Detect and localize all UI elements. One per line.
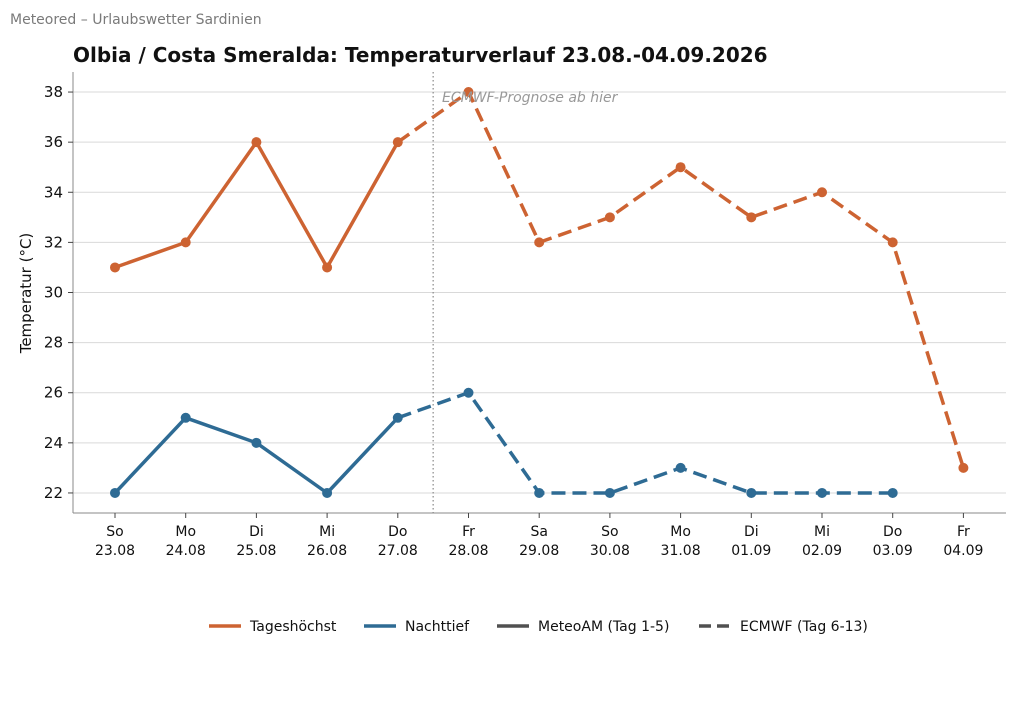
x-tick-day-0: So xyxy=(106,524,123,540)
series-1-point-10 xyxy=(817,487,827,498)
series-0-point-9 xyxy=(746,212,757,223)
y-ticks: 22 24 26 28 30 32 34 36 38 xyxy=(44,83,73,502)
chart-title: Olbia / Costa Smeralda: Temperaturverlau… xyxy=(73,43,768,67)
source-label: Meteored – Urlaubswetter Sardinien xyxy=(10,12,262,28)
legend-label-0: Tageshöchst xyxy=(249,619,337,635)
x-tick-day-7: So xyxy=(601,524,618,540)
series-1-line-forecast xyxy=(397,390,893,495)
series-points xyxy=(110,87,969,498)
y-tick-label-38: 38 xyxy=(44,83,63,101)
legend-label-2: MeteoAM (Tag 1-5) xyxy=(538,619,669,635)
x-tick-date-11: 03.09 xyxy=(873,543,913,559)
x-tick-date-3: 26.08 xyxy=(307,543,347,559)
series-1-point-6 xyxy=(534,487,545,498)
series-1-point-4 xyxy=(392,412,403,423)
y-tick-label-22: 22 xyxy=(44,484,63,502)
x-tick-date-7: 30.08 xyxy=(590,543,630,559)
forecast-annotation: ECMWF-Prognose ab hier xyxy=(442,90,619,106)
series-0-point-6 xyxy=(534,237,545,248)
series-0-point-5 xyxy=(463,87,474,98)
series-0-point-11 xyxy=(887,237,898,248)
x-tick-date-1: 24.08 xyxy=(166,543,206,559)
series-0-point-0 xyxy=(110,262,120,273)
series-0-point-10 xyxy=(817,187,827,198)
series-1-point-8 xyxy=(675,462,686,473)
x-tick-day-2: Di xyxy=(249,524,264,540)
legend: Tageshöchst Nachttief MeteoAM (Tag 1-5) ECM… xyxy=(209,619,868,635)
x-tick-day-9: Di xyxy=(744,524,759,540)
series-1-point-0 xyxy=(110,487,120,498)
x-tick-date-2: 25.08 xyxy=(236,543,276,559)
series-1-point-11 xyxy=(887,487,898,498)
x-tick-day-1: Mo xyxy=(175,524,196,540)
x-tick-day-3: Mi xyxy=(319,524,335,540)
series-1-point-7 xyxy=(604,487,615,498)
x-tick-date-5: 28.08 xyxy=(448,543,488,559)
series-0-point-3 xyxy=(322,262,333,273)
x-ticks: So 23.08 Mo 24.08 Di 25.08 Mi 26.08 Do 27.08 Fr 28.… xyxy=(95,513,983,559)
series-0-point-2 xyxy=(251,137,262,148)
y-tick-label-24: 24 xyxy=(44,434,63,452)
x-tick-day-11: Do xyxy=(883,524,902,540)
x-tick-day-10: Mi xyxy=(814,524,830,540)
y-tick-label-28: 28 xyxy=(44,334,63,352)
series-0-point-7 xyxy=(604,212,615,223)
x-tick-date-4: 27.08 xyxy=(378,543,418,559)
series-1-line-measured xyxy=(113,416,400,495)
x-tick-day-6: Sa xyxy=(530,524,547,540)
x-tick-day-4: Do xyxy=(388,524,407,540)
series-1-point-1 xyxy=(180,412,191,423)
series-0-point-12 xyxy=(958,462,969,473)
legend-label-1: Nachttief xyxy=(405,619,470,635)
x-tick-day-5: Fr xyxy=(462,524,475,540)
y-tick-label-32: 32 xyxy=(44,233,63,251)
series-0-point-8 xyxy=(675,162,686,173)
legend-label-3: ECMWF (Tag 6-13) xyxy=(740,619,868,635)
x-tick-date-9: 01.09 xyxy=(731,543,771,559)
series-1-point-3 xyxy=(322,487,333,498)
series-0-line-measured xyxy=(113,140,400,270)
x-tick-day-12: Fr xyxy=(957,524,970,540)
x-tick-date-6: 29.08 xyxy=(519,543,559,559)
grid-lines xyxy=(73,91,1006,494)
x-tick-date-8: 31.08 xyxy=(661,543,701,559)
y-tick-label-26: 26 xyxy=(44,384,63,402)
series-1-point-2 xyxy=(251,437,262,448)
x-tick-day-8: Mo xyxy=(670,524,691,540)
x-tick-date-0: 23.08 xyxy=(95,543,135,559)
series-0-line-forecast xyxy=(396,90,966,469)
series-0-point-1 xyxy=(180,237,191,248)
x-tick-date-10: 02.09 xyxy=(802,543,842,559)
series-1-point-5 xyxy=(463,387,474,398)
x-tick-date-12: 04.09 xyxy=(943,543,983,559)
series-1-point-9 xyxy=(746,487,757,498)
y-axis-label: Temperatur (°C) xyxy=(17,233,35,355)
y-tick-label-36: 36 xyxy=(44,133,63,151)
series-0-point-4 xyxy=(392,137,403,148)
y-tick-label-34: 34 xyxy=(44,183,63,201)
y-tick-label-30: 30 xyxy=(44,284,63,302)
